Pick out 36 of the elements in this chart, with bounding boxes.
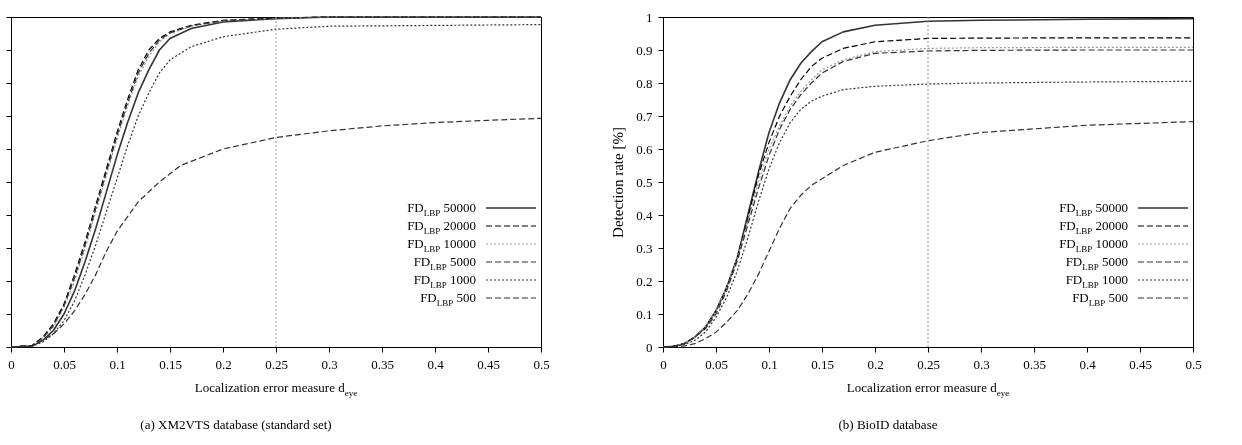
x-tick-label: 0.15 bbox=[159, 356, 182, 372]
x-tick-label: 0.45 bbox=[1129, 356, 1152, 372]
x-tick-label: 0.4 bbox=[427, 356, 445, 372]
x-tick-label: 0.3 bbox=[973, 356, 990, 372]
x-tick-label: 0.5 bbox=[533, 356, 550, 372]
x-tick-label: 0.3 bbox=[321, 356, 338, 372]
y-tick-label: 0.7 bbox=[636, 108, 653, 124]
y-tick-label: 0.1 bbox=[636, 306, 653, 322]
text: (a) XM2VTS database (standard set) bbox=[140, 417, 332, 432]
y-tick-label: 0.3 bbox=[636, 240, 653, 256]
y-axis-title: Detection rate [%] bbox=[610, 127, 627, 238]
y-tick-label: 0.4 bbox=[636, 207, 653, 223]
x-tick-label: 0.5 bbox=[1185, 356, 1202, 372]
x-tick-label: 0.05 bbox=[705, 356, 728, 372]
x-tick-label: 0.25 bbox=[265, 356, 288, 372]
x-tick-label: 0.1 bbox=[761, 356, 778, 372]
y-tick-label: 0 bbox=[646, 339, 653, 355]
y-tick-label: 0.6 bbox=[636, 141, 653, 157]
y-tick-label: 0.8 bbox=[636, 75, 653, 91]
x-tick-label: 0.1 bbox=[109, 356, 126, 372]
x-tick-label: 0.45 bbox=[477, 356, 500, 372]
x-tick-label: 0.15 bbox=[811, 356, 834, 372]
x-tick-label: 0.35 bbox=[371, 356, 394, 372]
text: (b) BioID database bbox=[838, 417, 938, 432]
x-tick-label: 0.25 bbox=[917, 356, 940, 372]
x-tick-label: 0.05 bbox=[53, 356, 76, 372]
x-tick-label: 0.2 bbox=[215, 356, 232, 372]
x-tick-label: 0 bbox=[660, 356, 667, 372]
x-tick-label: 0.4 bbox=[1079, 356, 1097, 372]
x-tick-label: 0.35 bbox=[1023, 356, 1046, 372]
y-tick-label: 0.2 bbox=[636, 273, 653, 289]
x-tick-label: 0 bbox=[8, 356, 15, 372]
x-tick-label: 0.2 bbox=[867, 356, 884, 372]
y-tick-label: 0.5 bbox=[636, 174, 653, 190]
y-tick-label: 1 bbox=[646, 9, 653, 25]
y-tick-label: 0.9 bbox=[636, 42, 653, 58]
